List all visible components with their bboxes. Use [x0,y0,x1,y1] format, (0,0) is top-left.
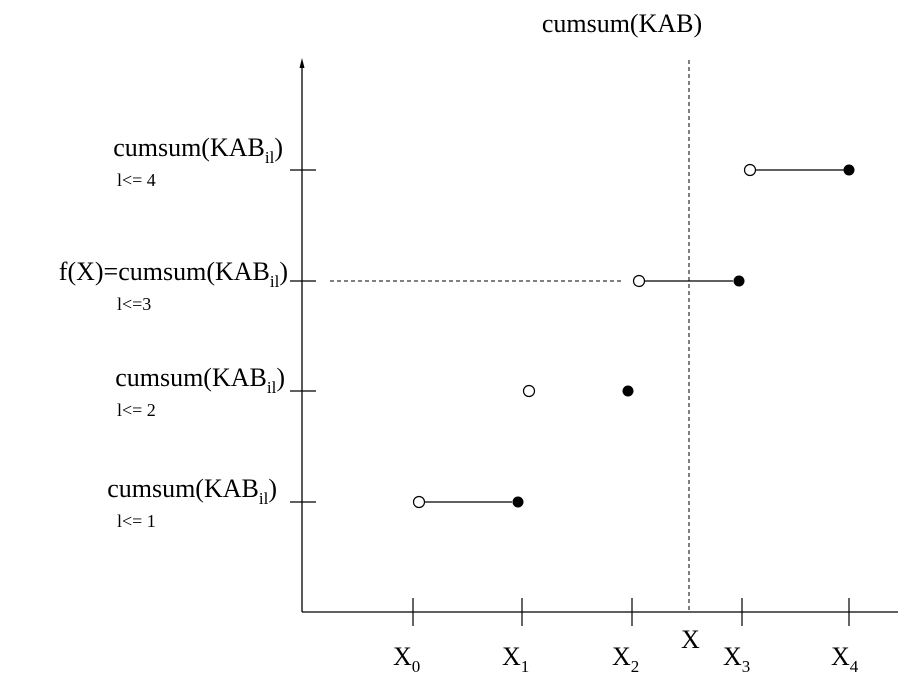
open-endpoint-level-4 [743,163,757,177]
y-condition-level-1: l<= 1 [117,511,156,531]
x-label-x2: X2 [612,642,639,676]
closed-endpoint-level-3 [733,275,745,287]
y-axis-arrowhead [299,58,305,68]
open-endpoint-level-2 [522,384,536,398]
x-label-x4: X4 [831,642,859,676]
x-label-x1: X1 [502,642,529,676]
x-label-x0: X0 [393,642,420,676]
y-condition-level-2: l<= 2 [117,400,156,420]
y-label-level-4: cumsum(KABil) [113,133,283,167]
open-endpoint-level-1 [412,495,426,509]
closed-endpoint-level-1 [512,496,524,508]
open-endpoint-level-3 [632,274,646,288]
y-condition-level-3: l<=3 [117,294,151,314]
y-label-level-3: f(X)=cumsum(KABil) [59,257,288,291]
x-marker-label: X [681,625,700,654]
closed-endpoint-level-4 [843,164,855,176]
diagram-title: cumsum(KAB) [542,9,702,38]
y-label-level-2: cumsum(KABil) [115,363,285,397]
x-label-x3: X3 [723,642,750,676]
closed-endpoint-level-2 [622,385,634,397]
y-label-level-1: cumsum(KABil) [107,474,277,508]
y-condition-level-4: l<= 4 [117,170,156,190]
